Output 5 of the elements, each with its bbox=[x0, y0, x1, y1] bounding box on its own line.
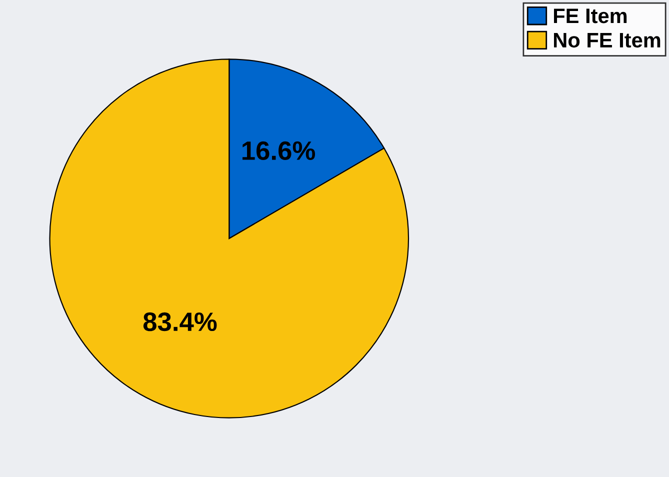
legend-label: FE Item bbox=[554, 8, 627, 24]
pie-slice bbox=[49, 58, 410, 418]
data-label: 83.4% bbox=[143, 312, 217, 332]
data-label: 16.6% bbox=[242, 141, 315, 160]
legend-label: No FE Item bbox=[554, 33, 660, 48]
